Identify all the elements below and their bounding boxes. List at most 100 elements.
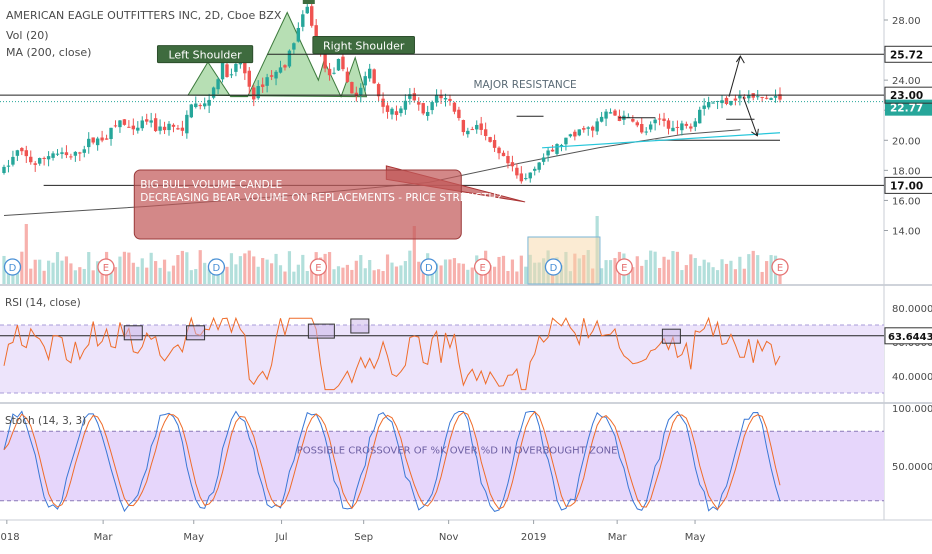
volume-bar <box>693 258 697 284</box>
volume-bar <box>662 256 666 284</box>
svg-text:63.6443: 63.6443 <box>888 332 932 343</box>
candle-body <box>443 97 448 100</box>
svg-text:E: E <box>621 263 627 274</box>
candle-body <box>368 68 372 79</box>
candle-body <box>24 150 28 157</box>
candle-body <box>211 87 216 98</box>
candle-body <box>20 148 24 152</box>
candle-body <box>296 27 301 42</box>
volume-bar <box>51 262 55 284</box>
volume-bar <box>55 252 60 284</box>
volume-bar <box>69 263 73 284</box>
candle-body <box>6 165 11 167</box>
candle-body <box>524 178 528 180</box>
volume-bar <box>167 271 171 284</box>
candle-body <box>684 123 689 126</box>
candle-body <box>729 101 733 105</box>
volume-bar <box>470 267 474 284</box>
candle-body <box>666 120 671 129</box>
volume-bar <box>421 267 425 284</box>
candle-body <box>341 56 345 70</box>
candle-body <box>158 126 162 131</box>
price-tick-label: 16.00 <box>892 196 921 207</box>
candle-body <box>706 102 711 108</box>
volume-bar <box>261 258 265 284</box>
volume-bar <box>73 270 77 284</box>
volume-bar <box>608 260 613 284</box>
volume-bar <box>24 224 28 284</box>
volume-bar <box>604 260 608 284</box>
volume-bar <box>385 254 390 284</box>
volume-bar <box>403 261 407 284</box>
price-tick-label: 28.00 <box>892 16 921 27</box>
volume-bar <box>171 265 176 284</box>
candle-body <box>466 130 470 135</box>
tag-border <box>884 45 932 63</box>
volume-bar <box>377 269 381 284</box>
candle-body <box>292 43 296 50</box>
candle-body <box>283 65 287 68</box>
candle-body <box>60 152 64 154</box>
candle-body <box>483 129 488 136</box>
volume-bar <box>287 251 292 284</box>
volume-bar <box>131 262 135 284</box>
volume-bar <box>479 269 483 284</box>
tag-resistance-high: 25.72 <box>885 46 932 63</box>
candle-body <box>274 71 278 79</box>
candle-body <box>760 96 764 98</box>
volume-bar <box>252 256 256 284</box>
svg-text:22.77: 22.77 <box>890 103 923 115</box>
candle-body <box>421 103 425 114</box>
volume-bar <box>715 270 720 284</box>
volume-bar <box>332 269 336 284</box>
candle-body <box>189 104 194 118</box>
rsi-tick-label: 40.0000 <box>892 372 932 383</box>
volume-bar <box>524 266 528 284</box>
volume-bar <box>756 255 760 284</box>
candle-body <box>720 100 724 104</box>
candle-body <box>314 25 318 38</box>
volume-bar <box>702 259 706 284</box>
volume-bar <box>434 263 439 284</box>
candle-body <box>599 116 604 122</box>
tag-last-price: 22.77 <box>885 99 932 116</box>
candle-body <box>711 102 715 104</box>
candle-body <box>372 69 376 84</box>
volume-bar <box>457 263 461 284</box>
candle-body <box>550 149 555 152</box>
candle-body <box>492 140 497 148</box>
up-arrow-line <box>728 55 741 97</box>
volume-bar <box>729 260 733 284</box>
candle-body <box>595 121 599 132</box>
volume-bar <box>122 251 127 284</box>
stoch-note: POSSIBLE CROSSOVER OF %K OVER %D IN OVER… <box>297 445 618 456</box>
volume-bar <box>698 265 702 284</box>
earnings-marker: E <box>615 258 633 276</box>
candle-body <box>657 118 662 120</box>
stoch-k-line <box>3 410 781 513</box>
volume-bar <box>158 267 162 284</box>
volume-bar <box>350 269 354 284</box>
candle-body <box>15 150 20 156</box>
candle-body <box>376 84 381 97</box>
time-tick-label: 2018 <box>0 532 20 543</box>
candle-body <box>180 127 185 131</box>
volume-bar <box>185 252 189 284</box>
candle-body <box>497 147 501 154</box>
candle-body <box>675 126 680 128</box>
svg-text:E: E <box>103 263 109 274</box>
candle-body <box>510 162 515 167</box>
volume-bar <box>78 267 82 284</box>
tag-border <box>884 176 932 194</box>
volume-bar <box>492 266 497 284</box>
volume-bar <box>711 267 715 284</box>
tag-rsi: 63.6443 <box>884 327 932 345</box>
candle-body <box>238 62 243 65</box>
volume-bar <box>747 254 751 284</box>
volume-bar <box>506 270 510 284</box>
stoch-band <box>0 431 884 501</box>
candle-body <box>345 71 350 82</box>
volume-bar <box>657 267 662 284</box>
down-arrow-line <box>742 96 758 136</box>
volume-bar <box>238 256 242 284</box>
